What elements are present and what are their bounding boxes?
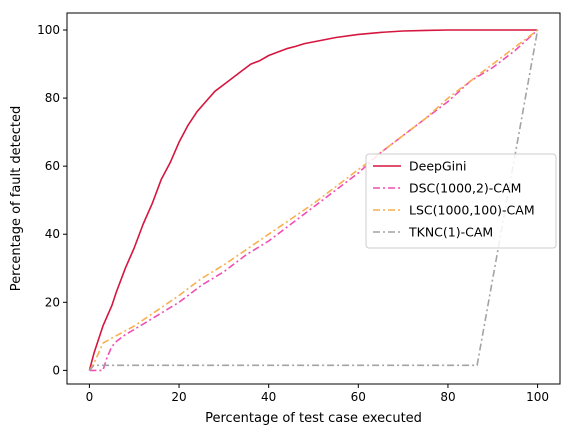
legend: DeepGini DSC(1000,2)-CAM LSC(1000,100)-CAM… [365, 153, 557, 249]
x-tick-label: 100 [526, 390, 549, 404]
x-tick-label: 80 [440, 390, 455, 404]
y-tick-label: 40 [45, 227, 60, 241]
plot-frame [66, 12, 561, 385]
y-tick-label: 0 [52, 363, 60, 377]
legend-label: TKNC(1)-CAM [408, 225, 493, 240]
legend-label: LSC(1000,100)-CAM [409, 203, 535, 218]
legend-label: DeepGini [409, 159, 467, 174]
y-axis-label: Percentage of fault detected [9, 106, 24, 291]
y-tick-label: 80 [45, 91, 60, 105]
x-tick-label: 60 [351, 390, 366, 404]
series-line-2 [88, 29, 539, 371]
x-axis-label: Percentage of test case executed [205, 411, 422, 426]
x-tick-label: 20 [171, 390, 186, 404]
legend-label: DSC(1000,2)-CAM [409, 181, 521, 196]
x-tick-label: 0 [86, 390, 94, 404]
series-line-0 [88, 29, 538, 371]
x-tick-label: 40 [261, 390, 276, 404]
y-tick-label: 100 [37, 23, 60, 37]
y-tick-label: 60 [45, 159, 60, 173]
ticks-layer: 0 20 40 60 80 100 0 20 40 60 80 100 [37, 23, 549, 404]
series-line-1 [89, 29, 539, 372]
legend-box [365, 153, 557, 249]
y-tick-label: 20 [45, 295, 60, 309]
